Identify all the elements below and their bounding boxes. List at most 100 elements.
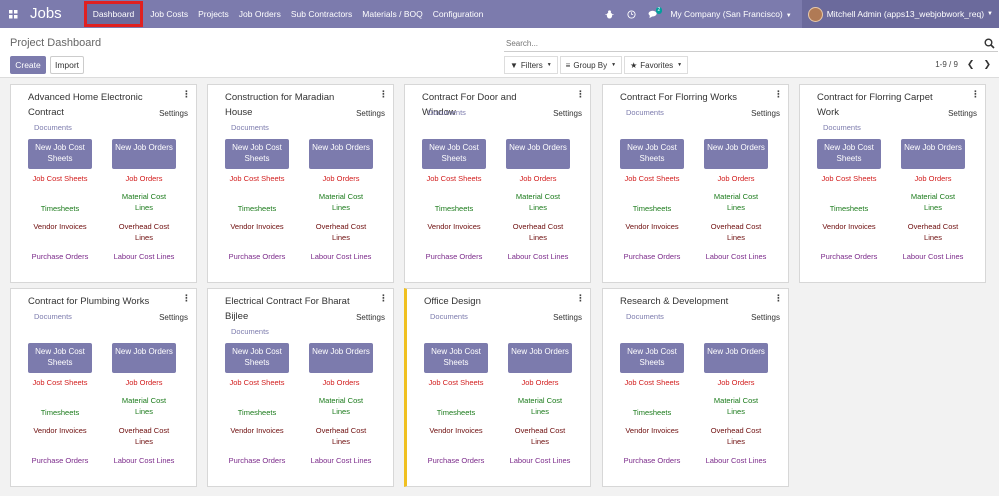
job-cost-sheets-link[interactable]: Job Cost Sheets	[32, 378, 88, 387]
documents-link[interactable]: Documents	[430, 312, 468, 321]
filters-button[interactable]: ▼ Filters ▼	[504, 56, 558, 74]
purchase-orders-link[interactable]: Purchase Orders	[623, 252, 681, 261]
more-vertical-icon[interactable]: ⋮	[576, 293, 585, 303]
overhead-cost-link[interactable]: Overhead Cost Lines	[512, 222, 564, 242]
settings-link[interactable]: Settings	[159, 313, 188, 322]
menu-projects[interactable]: Projects	[198, 9, 229, 19]
job-orders-link[interactable]: Job Orders	[125, 174, 163, 183]
apps-menu-icon[interactable]	[2, 0, 24, 28]
vendor-invoices-link[interactable]: Vendor Invoices	[230, 222, 284, 231]
purchase-orders-link[interactable]: Purchase Orders	[425, 252, 483, 261]
overhead-cost-link[interactable]: Overhead Cost Lines	[710, 426, 762, 446]
new-job-order-button[interactable]: New Job Orders	[704, 139, 768, 169]
settings-link[interactable]: Settings	[751, 109, 780, 118]
company-switcher[interactable]: My Company (San Francisco) ▼	[670, 9, 791, 19]
purchase-orders-link[interactable]: Purchase Orders	[228, 252, 286, 261]
settings-link[interactable]: Settings	[553, 313, 582, 322]
settings-link[interactable]: Settings	[751, 313, 780, 322]
overhead-cost-link[interactable]: Overhead Cost Lines	[118, 426, 170, 446]
timesheets-link[interactable]: Timesheets	[40, 408, 80, 417]
new-job-cost-sheet-button[interactable]: New Job Cost Sheets	[225, 139, 289, 169]
vendor-invoices-link[interactable]: Vendor Invoices	[429, 426, 483, 435]
timesheets-link[interactable]: Timesheets	[632, 204, 672, 213]
project-title[interactable]: Research & Development	[620, 296, 729, 307]
more-vertical-icon[interactable]: ⋮	[576, 89, 585, 99]
material-cost-link[interactable]: Material Cost Lines	[515, 192, 561, 212]
purchase-orders-link[interactable]: Purchase Orders	[427, 456, 485, 465]
purchase-orders-link[interactable]: Purchase Orders	[228, 456, 286, 465]
project-title[interactable]: Contract For Florring Works	[620, 92, 738, 103]
project-title[interactable]: Construction for Maradian House	[225, 92, 335, 118]
new-job-order-button[interactable]: New Job Orders	[112, 139, 176, 169]
more-vertical-icon[interactable]: ⋮	[379, 89, 388, 99]
material-cost-link[interactable]: Material Cost Lines	[713, 396, 759, 416]
chat-icon[interactable]: 2	[642, 0, 664, 28]
project-card[interactable]: Office Design ⋮ Settings Documents New Job C…	[404, 288, 591, 487]
job-cost-sheets-link[interactable]: Job Cost Sheets	[426, 174, 482, 183]
documents-link[interactable]: Documents	[34, 123, 72, 132]
purchase-orders-link[interactable]: Purchase Orders	[31, 456, 89, 465]
new-job-order-button[interactable]: New Job Orders	[309, 343, 373, 373]
settings-link[interactable]: Settings	[159, 109, 188, 118]
job-cost-sheets-link[interactable]: Job Cost Sheets	[624, 174, 680, 183]
overhead-cost-link[interactable]: Overhead Cost Lines	[315, 222, 367, 242]
new-job-order-button[interactable]: New Job Orders	[112, 343, 176, 373]
labour-cost-link[interactable]: Labour Cost Lines	[310, 456, 372, 465]
project-title[interactable]: Advanced Home Electronic Contract	[28, 92, 143, 118]
search-input[interactable]	[504, 36, 974, 51]
timesheets-link[interactable]: Timesheets	[237, 408, 277, 417]
documents-link[interactable]: Documents	[823, 123, 861, 132]
labour-cost-link[interactable]: Labour Cost Lines	[902, 252, 964, 261]
settings-link[interactable]: Settings	[553, 109, 582, 118]
job-cost-sheets-link[interactable]: Job Cost Sheets	[32, 174, 88, 183]
new-job-order-button[interactable]: New Job Orders	[704, 343, 768, 373]
labour-cost-link[interactable]: Labour Cost Lines	[310, 252, 372, 261]
chevron-right-icon[interactable]: ❯	[983, 59, 991, 69]
project-card[interactable]: Contract For Door and Window ⋮ Settings Doc…	[404, 84, 591, 283]
more-vertical-icon[interactable]: ⋮	[379, 293, 388, 303]
documents-link[interactable]: Documents	[231, 327, 269, 336]
more-vertical-icon[interactable]: ⋮	[774, 89, 783, 99]
vendor-invoices-link[interactable]: Vendor Invoices	[625, 222, 679, 231]
new-job-cost-sheet-button[interactable]: New Job Cost Sheets	[620, 139, 684, 169]
new-job-cost-sheet-button[interactable]: New Job Cost Sheets	[28, 343, 92, 373]
create-button[interactable]: Create	[10, 56, 46, 74]
labour-cost-link[interactable]: Labour Cost Lines	[113, 252, 175, 261]
vendor-invoices-link[interactable]: Vendor Invoices	[33, 222, 87, 231]
chevron-left-icon[interactable]: ❮	[966, 59, 975, 69]
project-card[interactable]: Advanced Home Electronic Contract ⋮ Settin…	[10, 84, 197, 283]
project-title[interactable]: Office Design	[424, 296, 481, 307]
material-cost-link[interactable]: Material Cost Lines	[121, 396, 167, 416]
settings-link[interactable]: Settings	[356, 313, 385, 322]
documents-link[interactable]: Documents	[231, 123, 269, 132]
group-by-button[interactable]: ≡ Group By ▼	[559, 56, 623, 74]
job-orders-link[interactable]: Job Orders	[914, 174, 952, 183]
labour-cost-link[interactable]: Labour Cost Lines	[113, 456, 175, 465]
project-card[interactable]: Contract For Florring Works ⋮ Settings Docu…	[602, 84, 789, 283]
job-orders-link[interactable]: Job Orders	[519, 174, 557, 183]
menu-job-costs[interactable]: Job Costs	[150, 9, 189, 19]
overhead-cost-link[interactable]: Overhead Cost Lines	[710, 222, 762, 242]
favorites-button[interactable]: ★ Favorites ▼	[624, 56, 689, 74]
overhead-cost-link[interactable]: Overhead Cost Lines	[118, 222, 170, 242]
timesheets-link[interactable]: Timesheets	[829, 204, 869, 213]
material-cost-link[interactable]: Material Cost Lines	[517, 396, 563, 416]
timesheets-link[interactable]: Timesheets	[434, 204, 474, 213]
job-orders-link[interactable]: Job Orders	[521, 378, 559, 387]
material-cost-link[interactable]: Material Cost Lines	[713, 192, 759, 212]
timesheets-link[interactable]: Timesheets	[40, 204, 80, 213]
project-title[interactable]: Contract for Plumbing Works	[28, 296, 150, 307]
timesheets-link[interactable]: Timesheets	[632, 408, 672, 417]
project-card[interactable]: Contract for Florring Carpet Work ⋮ Settin…	[799, 84, 986, 283]
project-title[interactable]: Electrical Contract For Bharat Bijlee	[225, 296, 350, 322]
job-orders-link[interactable]: Job Orders	[125, 378, 163, 387]
job-orders-link[interactable]: Job Orders	[717, 174, 755, 183]
vendor-invoices-link[interactable]: Vendor Invoices	[230, 426, 284, 435]
more-vertical-icon[interactable]: ⋮	[182, 293, 191, 303]
labour-cost-link[interactable]: Labour Cost Lines	[705, 252, 767, 261]
new-job-order-button[interactable]: New Job Orders	[508, 343, 572, 373]
labour-cost-link[interactable]: Labour Cost Lines	[509, 456, 571, 465]
pager-value[interactable]: 1-9 / 9	[935, 60, 958, 69]
new-job-cost-sheet-button[interactable]: New Job Cost Sheets	[817, 139, 881, 169]
job-cost-sheets-link[interactable]: Job Cost Sheets	[624, 378, 680, 387]
